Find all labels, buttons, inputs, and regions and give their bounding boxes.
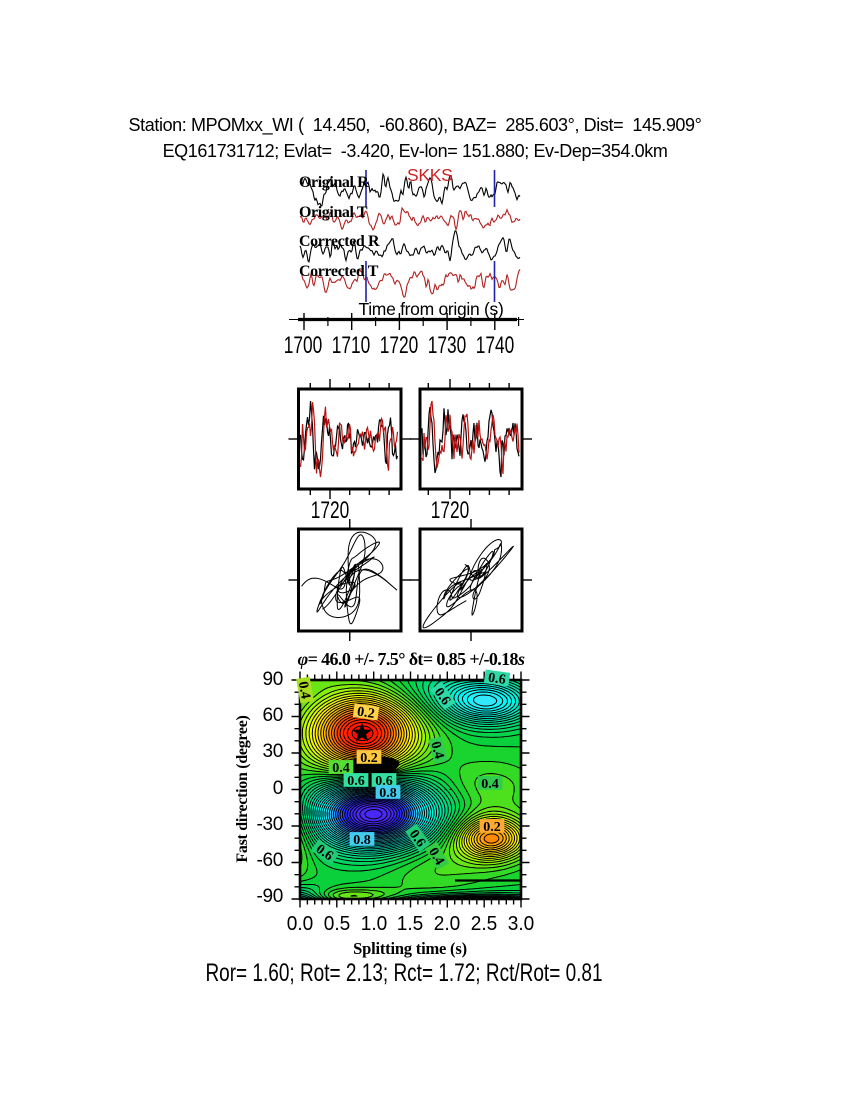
svg-text:0.8: 0.8 <box>353 833 371 848</box>
svg-text:0.8: 0.8 <box>379 786 397 801</box>
svg-text:0.2: 0.2 <box>356 705 375 722</box>
svg-text:0.2: 0.2 <box>483 820 501 835</box>
svg-text:0.4: 0.4 <box>332 761 350 776</box>
svg-text:0.4: 0.4 <box>481 777 499 792</box>
svg-text:0.6: 0.6 <box>347 774 365 789</box>
svg-text:0.6: 0.6 <box>487 671 506 688</box>
svg-text:0.6: 0.6 <box>375 774 393 789</box>
svg-text:0.4: 0.4 <box>295 680 313 700</box>
svg-text:0.4: 0.4 <box>427 740 446 761</box>
svg-text:0.2: 0.2 <box>360 751 378 766</box>
